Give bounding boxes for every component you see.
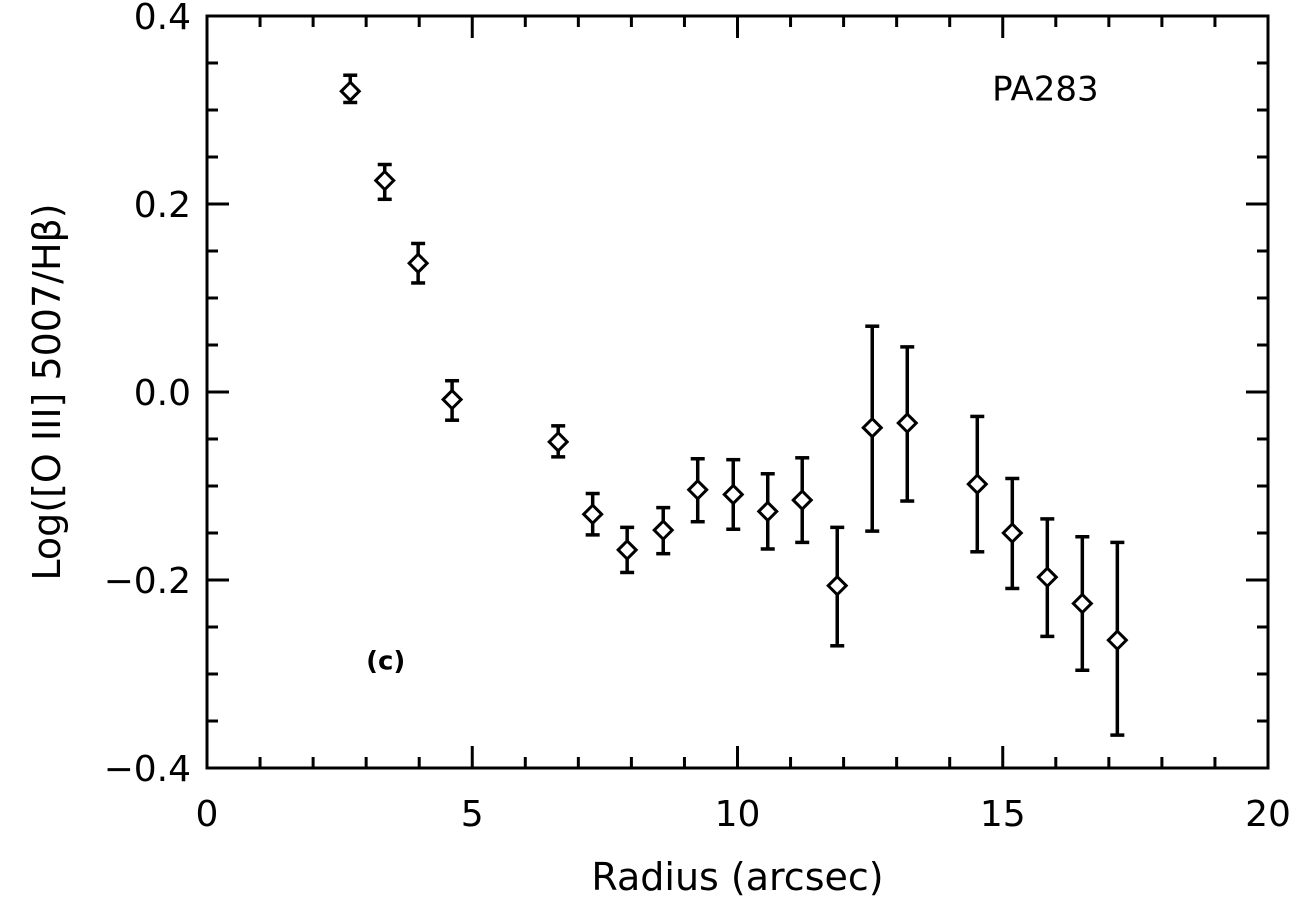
data-point xyxy=(966,472,989,496)
y-tick-label: −0.4 xyxy=(104,749,191,790)
panel-label-c: (c) xyxy=(366,646,405,676)
data-point xyxy=(686,478,709,501)
y-tick-label: 0.0 xyxy=(134,373,191,414)
annotation-pa283: PA283 xyxy=(992,70,1098,110)
data-point xyxy=(373,169,396,192)
data-point xyxy=(1071,592,1094,615)
data-point xyxy=(547,430,570,453)
plot-frame xyxy=(205,14,1270,770)
data-point xyxy=(616,538,639,562)
data-point xyxy=(826,574,849,597)
data-point xyxy=(861,416,884,439)
y-axis-label: Log([O III] 5007/Hβ) xyxy=(25,203,69,580)
x-tick-label: 0 xyxy=(196,794,219,835)
data-point xyxy=(1036,566,1059,589)
x-tick-label: 10 xyxy=(715,794,761,835)
data-points xyxy=(339,80,1129,652)
data-point xyxy=(722,483,745,506)
data-point xyxy=(1106,629,1129,652)
x-axis-label: Radius (arcsec) xyxy=(591,855,883,899)
y-tick-label: 0.4 xyxy=(134,0,191,38)
data-point xyxy=(339,80,362,103)
error-bars xyxy=(343,73,1125,737)
y-tick-label: 0.2 xyxy=(134,185,191,226)
data-point xyxy=(652,519,675,542)
y-tick-label: −0.2 xyxy=(104,561,191,602)
data-point xyxy=(1001,521,1024,545)
data-point xyxy=(581,503,604,526)
data-point xyxy=(756,500,779,523)
data-point xyxy=(407,252,430,275)
tick-labels: 0 5 10 15 20 −0.4 −0.2 0.0 0.2 0.4 xyxy=(104,0,1291,835)
x-tick-label: 5 xyxy=(461,794,484,835)
data-point xyxy=(791,488,814,512)
data-point xyxy=(896,411,919,435)
annotations: PA283 (c) xyxy=(366,70,1098,677)
x-tick-label: 20 xyxy=(1245,794,1291,835)
data-point xyxy=(440,388,464,411)
x-tick-label: 15 xyxy=(980,794,1026,835)
